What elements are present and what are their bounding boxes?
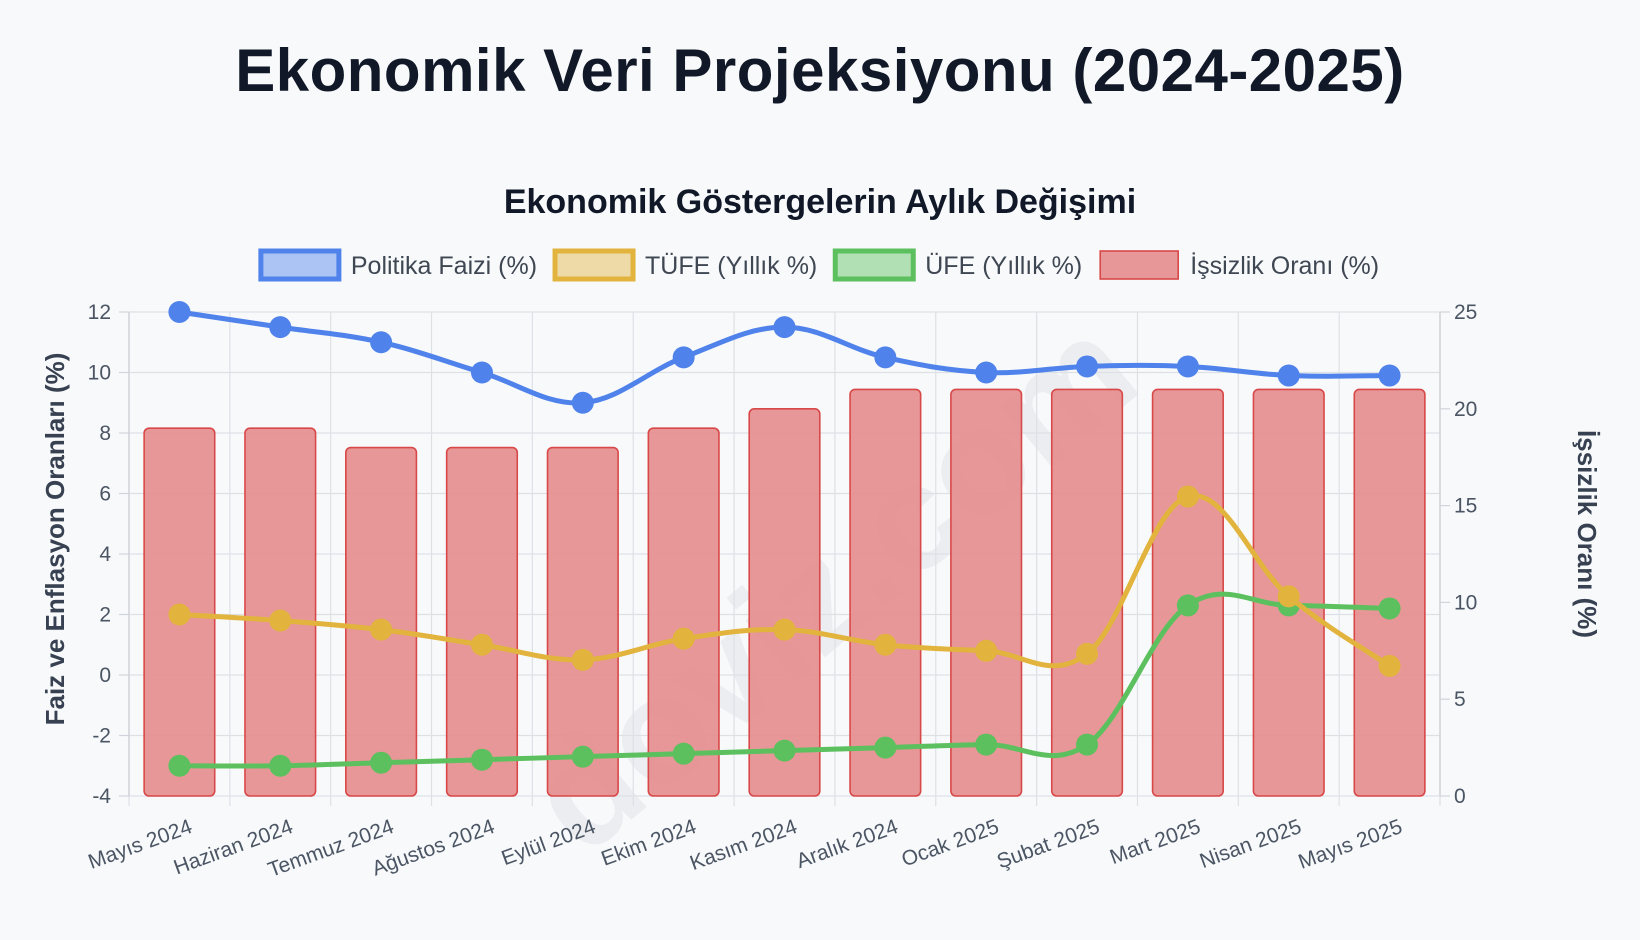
data-point [370, 331, 393, 354]
data-point [1277, 364, 1300, 387]
data-point [168, 603, 191, 626]
y-tick-label-left: 8 [99, 422, 111, 445]
bar [950, 388, 1023, 797]
bar [849, 388, 922, 797]
legend-item[interactable]: İşsizlik Oranı (%) [1099, 250, 1379, 280]
data-point [370, 751, 393, 774]
page-title: Ekonomik Veri Projeksiyonu (2024-2025) [235, 37, 1405, 104]
data-point [1076, 733, 1099, 756]
x-tick-label: Nisan 2025 [1197, 815, 1305, 873]
data-point [1176, 485, 1199, 508]
data-point [470, 748, 493, 771]
data-point [571, 391, 594, 414]
legend-label: TÜFE (Yıllık %) [645, 252, 817, 280]
data-point [1378, 364, 1401, 387]
x-tick-label: Ocak 2025 [899, 815, 1002, 871]
x-tick-label: Şubat 2025 [994, 815, 1103, 873]
data-point [1076, 355, 1099, 378]
x-tick-label: Kasım 2024 [687, 815, 800, 875]
data-point [672, 742, 695, 765]
legend-label: Politika Faizi (%) [351, 252, 537, 280]
data-point [773, 316, 796, 339]
bar-series [143, 388, 1426, 797]
data-point [874, 346, 897, 369]
data-point [269, 316, 292, 339]
y-tick-label-right: 10 [1454, 591, 1477, 614]
y-tick-label-left: 10 [88, 362, 111, 385]
data-point [975, 733, 998, 756]
data-point [773, 618, 796, 641]
data-point [975, 361, 998, 384]
y-tick-label-left: -4 [92, 785, 111, 808]
bar [546, 446, 619, 797]
data-point [975, 639, 998, 662]
data-point [470, 633, 493, 656]
y-tick-label-left: 12 [88, 301, 111, 324]
data-point [571, 648, 594, 671]
legend-label: ÜFE (Yıllık %) [925, 252, 1082, 280]
data-point [1378, 654, 1401, 677]
legend-swatch [1099, 250, 1180, 280]
legend-item[interactable]: Politika Faizi (%) [258, 248, 537, 282]
data-point [672, 627, 695, 650]
bar [748, 407, 821, 797]
bar [1050, 388, 1124, 797]
data-point [168, 301, 191, 323]
y-axis-left-title: Faiz ve Enflasyon Oranları (%) [40, 353, 70, 726]
y-tick-label-right: 25 [1454, 301, 1477, 324]
y-tick-label-right: 15 [1454, 495, 1477, 518]
legend-item[interactable]: ÜFE (Yıllık %) [832, 248, 1082, 282]
y-tick-label-right: 5 [1454, 688, 1466, 711]
data-point [1176, 594, 1199, 617]
data-point [773, 739, 796, 762]
y-tick-label-left: 0 [99, 664, 111, 687]
x-tick-label: Mart 2025 [1107, 815, 1204, 869]
legend-swatch [552, 248, 636, 282]
legend-swatch [258, 248, 342, 282]
data-point [269, 754, 292, 777]
bar [1353, 388, 1426, 797]
data-point [1176, 355, 1199, 378]
y-tick-label-left: 2 [99, 604, 111, 627]
chart-title: Ekonomik Göstergelerin Aylık Değişimi [504, 183, 1136, 221]
y-tick-label-left: -2 [92, 725, 111, 748]
line-series [168, 301, 1401, 777]
data-point [269, 609, 292, 632]
data-point [1378, 597, 1401, 620]
legend-swatch [832, 248, 916, 282]
bar [647, 427, 720, 797]
x-tick-label: Mayıs 2025 [1295, 815, 1405, 874]
y-tick-label-right: 20 [1454, 398, 1477, 421]
legend-label: İşsizlik Oranı (%) [1190, 251, 1379, 280]
x-tick-label: Aralık 2024 [793, 815, 901, 873]
data-point [168, 754, 191, 777]
data-point [470, 361, 493, 384]
y-tick-label-left: 4 [99, 543, 111, 566]
bar [445, 446, 519, 797]
data-point [672, 346, 695, 369]
data-point [874, 633, 897, 656]
data-point [370, 618, 393, 641]
data-point [571, 745, 594, 768]
legend-item[interactable]: TÜFE (Yıllık %) [552, 248, 817, 282]
data-point [1076, 642, 1099, 665]
data-point [874, 736, 897, 759]
y-tick-label-right: 0 [1454, 785, 1466, 808]
y-tick-label-left: 6 [99, 483, 111, 506]
y-axis-right-title: İşsizlik Oranı (%) [1572, 430, 1602, 638]
data-point [1277, 585, 1300, 608]
chart-legend[interactable]: Politika Faizi (%) TÜFE (Yıllık %) ÜFE (Yı… [258, 248, 1379, 282]
